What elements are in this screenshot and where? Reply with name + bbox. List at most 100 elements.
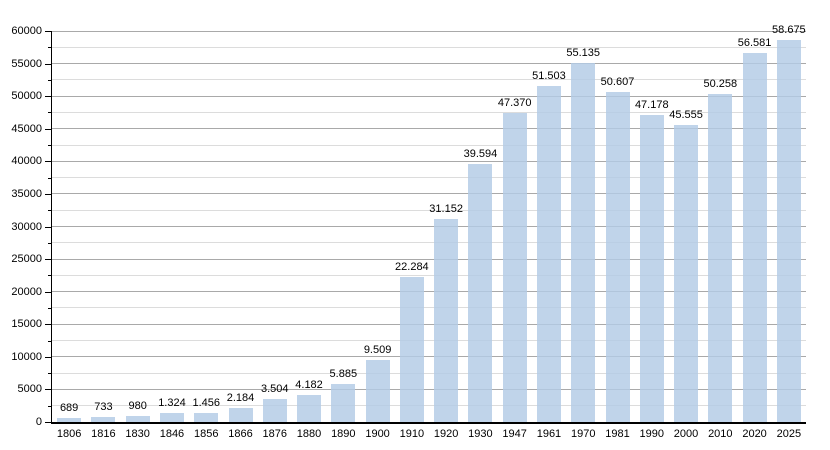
bar-value-label: 733 <box>94 401 113 414</box>
grid-line-minor <box>52 209 806 211</box>
y-axis-minor-tick <box>48 79 52 81</box>
y-axis-label: 15000 <box>11 318 42 331</box>
bar-value-label: 58.675 <box>772 23 806 36</box>
x-axis-label: 1920 <box>433 428 459 440</box>
y-axis-label: 10000 <box>11 350 42 363</box>
x-axis-label: 1856 <box>193 428 219 440</box>
grid-line-minor <box>52 274 806 276</box>
y-axis-minor-tick <box>48 177 52 179</box>
x-axis-label: 1876 <box>262 428 287 440</box>
grid-line-minor <box>52 340 806 342</box>
bar-value-label: 47.178 <box>634 98 669 111</box>
grid-line-major <box>52 193 806 195</box>
bar <box>468 163 493 422</box>
x-axis-label: 2020 <box>742 428 767 440</box>
y-axis-label: 40000 <box>11 155 42 168</box>
x-axis-label: 1981 <box>605 428 630 440</box>
bar <box>708 94 733 422</box>
x-axis-label: 1816 <box>91 428 116 440</box>
x-axis-label: 1900 <box>365 428 390 440</box>
bar <box>125 415 150 422</box>
bar-value-label: 50.258 <box>703 78 738 91</box>
bar-value-label: 4.182 <box>295 378 323 391</box>
bar-value-label: 47.370 <box>497 97 532 110</box>
bar-value-label: 1.456 <box>192 396 220 409</box>
bar <box>605 92 630 422</box>
y-axis-label: 45000 <box>11 122 42 135</box>
y-axis-major-tick <box>45 422 52 423</box>
bar <box>399 276 424 422</box>
bar <box>742 53 767 422</box>
grid-line-minor <box>52 111 806 113</box>
x-axis-label: 1880 <box>296 428 322 440</box>
bar-value-label: 51.503 <box>532 70 566 83</box>
grid-line-major <box>52 388 806 390</box>
grid-line-major <box>52 63 806 65</box>
x-axis-label: 2000 <box>673 428 699 440</box>
grid-line-minor <box>52 177 806 179</box>
y-axis-major-tick <box>45 96 52 98</box>
grid-line-major <box>52 30 806 32</box>
bar-value-label: 689 <box>59 401 79 414</box>
bar <box>365 360 390 422</box>
bar-value-label: 56.581 <box>737 37 772 50</box>
y-axis-minor-tick <box>48 210 52 212</box>
y-axis-label: 55000 <box>11 57 42 70</box>
bar <box>159 413 184 422</box>
y-axis-major-tick <box>45 226 52 228</box>
bar <box>434 218 459 422</box>
y-axis-label: 5000 <box>17 383 42 396</box>
grid-line-minor <box>52 144 806 146</box>
x-axis-label: 1930 <box>468 428 493 440</box>
y-axis-label: 35000 <box>11 187 42 200</box>
bar <box>57 417 82 422</box>
y-axis-minor-tick <box>48 242 52 244</box>
bar <box>571 62 596 422</box>
bar <box>776 39 801 422</box>
x-axis-label: 1846 <box>159 428 185 440</box>
grid-line-minor <box>52 79 806 81</box>
bar-value-label: 22.284 <box>395 260 429 273</box>
bar <box>331 383 356 422</box>
bar-value-label: 45.555 <box>669 109 703 122</box>
y-axis-label: 50000 <box>11 90 42 103</box>
bar-value-label: 980 <box>128 399 147 412</box>
x-axis-label: 1947 <box>502 428 527 440</box>
grid-line-major <box>52 160 806 162</box>
grid-line-major <box>52 258 806 260</box>
y-axis-line <box>51 31 52 424</box>
grid-line-major <box>52 95 806 97</box>
grid-line-minor <box>52 405 806 407</box>
grid-line-major <box>52 291 806 293</box>
x-axis-label: 1890 <box>331 428 356 440</box>
x-axis-label: 1990 <box>639 428 664 440</box>
y-axis-minor-tick <box>48 373 52 375</box>
bar-value-label: 55.135 <box>566 46 601 59</box>
y-axis-major-tick <box>45 31 52 32</box>
y-axis-minor-tick <box>48 340 52 342</box>
y-axis-major-tick <box>45 259 52 261</box>
x-axis-label: 1806 <box>56 428 82 440</box>
grid-line-major <box>52 128 806 130</box>
x-axis-label: 1961 <box>536 428 562 440</box>
x-axis-line <box>51 422 806 424</box>
y-axis-minor-tick <box>48 405 52 407</box>
grid-line-minor <box>52 242 806 244</box>
y-axis-minor-tick <box>48 275 52 277</box>
y-axis-minor-tick <box>48 47 52 49</box>
y-axis-minor-tick <box>48 307 52 309</box>
bar-value-label: 5.885 <box>329 367 358 380</box>
y-axis-minor-tick <box>48 112 52 114</box>
bar-value-label: 50.607 <box>600 76 635 89</box>
x-axis-label: 1970 <box>570 428 596 440</box>
grid-line-major <box>52 323 806 325</box>
y-axis-label: 60000 <box>11 25 42 37</box>
bar-value-label: 1.324 <box>158 397 186 410</box>
y-axis-major-tick <box>45 63 52 65</box>
bar <box>91 417 116 422</box>
grid-line-major <box>52 356 806 358</box>
y-axis-major-tick <box>45 161 52 163</box>
y-axis-label: 0 <box>35 416 42 428</box>
y-axis-major-tick <box>45 389 52 391</box>
